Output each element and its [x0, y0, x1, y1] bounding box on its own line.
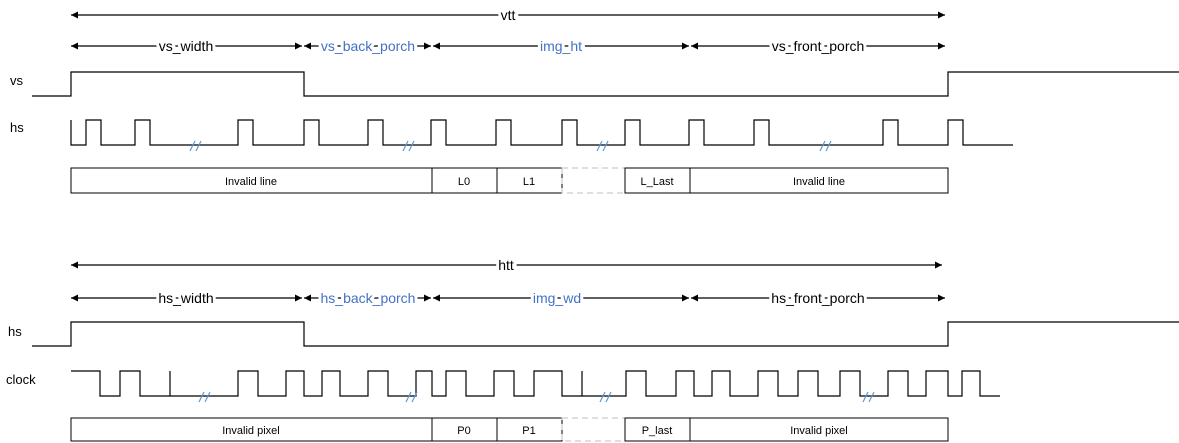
segment-label: L1 [523, 176, 535, 188]
segment-box-dashed [561, 417, 626, 442]
img-ht-label: img_ht [540, 38, 582, 54]
vs-signal-label: vs [10, 73, 24, 88]
pixel-segment-bar: Invalid pixel P0 P1 P_last Invalid pixel [70, 417, 949, 442]
break-mark [599, 391, 612, 403]
segment-label: Invalid line [793, 176, 845, 188]
clock-signal-label: clock [6, 372, 36, 387]
horizontal-timing-section: htt hs_width hs_back_porch img_wd hs_fro… [6, 254, 1179, 442]
break-mark [405, 391, 418, 403]
break-mark [402, 140, 415, 152]
segment-label: Invalid pixel [222, 425, 279, 437]
break-mark [198, 391, 211, 403]
segment-box-dashed [561, 167, 626, 194]
hs-back-porch-label: hs_back_porch [321, 290, 416, 306]
hs-width-label: hs_width [158, 290, 213, 306]
hs-waveform [32, 321, 1179, 347]
segment-label: L_Last [640, 176, 673, 188]
break-mark [596, 140, 609, 152]
vs-width-label: vs_width [159, 38, 213, 54]
break-mark [189, 140, 202, 152]
htt-label: htt [498, 257, 514, 273]
segment-label: P_last [642, 425, 673, 437]
break-mark [862, 391, 875, 403]
segment-label: Invalid line [225, 176, 277, 188]
img-wd-label: img_wd [533, 290, 581, 306]
vs-back-porch-label: vs_back_porch [321, 38, 415, 54]
segment-box [689, 417, 949, 442]
segment-label: L0 [458, 176, 470, 188]
vertical-timing-section: vtt vs_width vs_back_porch img_ht vs_fro… [10, 4, 1179, 194]
break-mark [819, 140, 832, 152]
hs-signal-label: hs [10, 120, 24, 135]
vs-front-porch-label: vs_front_porch [772, 38, 865, 54]
line-segment-bar: Invalid line L0 L1 L_Last Invalid line [70, 167, 949, 194]
segment-label: P0 [457, 425, 470, 437]
vs-waveform [32, 71, 1179, 97]
hs-signal-label: hs [8, 324, 22, 339]
hs-pulse-waveform [70, 119, 1013, 146]
clock-waveform [71, 370, 1000, 397]
segment-label: Invalid pixel [790, 425, 847, 437]
segment-label: P1 [522, 425, 535, 437]
vtt-label: vtt [501, 7, 516, 23]
hs-front-porch-label: hs_front_porch [771, 290, 864, 306]
segment-box [689, 167, 949, 194]
